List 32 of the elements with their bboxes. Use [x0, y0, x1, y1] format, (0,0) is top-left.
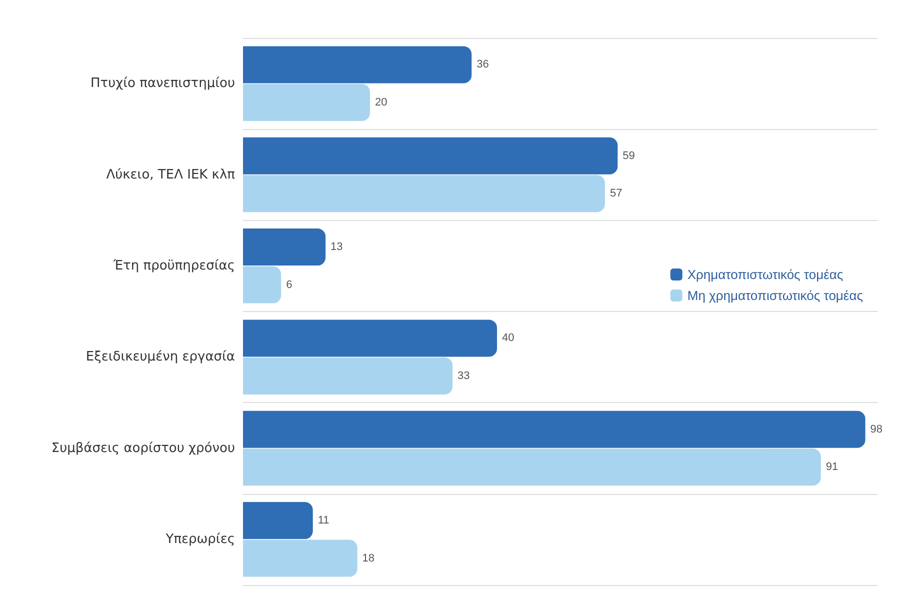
data-label: 6	[286, 278, 292, 291]
bar	[243, 175, 605, 212]
legend-label: Χρηματοπιστωτικός τομέας	[687, 267, 844, 282]
y-tick-label: Πτυχίο πανεπιστημίου	[90, 76, 235, 92]
bar	[243, 410, 866, 448]
data-label: 40	[502, 332, 514, 344]
data-label: 36	[476, 58, 489, 71]
bar	[243, 502, 313, 540]
y-tick-label: Έτη προϋπηρεσίας	[112, 258, 235, 274]
data-label: 57	[610, 188, 622, 200]
legend-label: Μη χρηματοπιστωτικός τομέας	[687, 288, 863, 303]
bar	[243, 320, 497, 357]
data-label: 91	[826, 461, 838, 474]
data-label: 98	[870, 423, 883, 436]
bar	[243, 137, 618, 174]
y-tick-label: Υπερωρίες	[164, 532, 235, 547]
data-label: 20	[375, 96, 388, 108]
data-label: 13	[330, 241, 343, 254]
bar	[243, 84, 370, 121]
data-label: 18	[362, 552, 375, 564]
y-tick-label: Συμβάσεις αορίστου χρόνου	[51, 440, 235, 456]
bar	[243, 540, 358, 577]
data-label: 59	[622, 150, 635, 162]
bar	[243, 46, 472, 84]
data-label: 33	[458, 370, 470, 382]
y-tick-label: Λύκειο, ΤΕΛ ΙΕΚ κλπ	[106, 167, 236, 182]
y-tick-label: Εξειδικευμένη εργασία	[86, 350, 235, 365]
bar	[243, 266, 282, 304]
bar	[243, 357, 453, 394]
bar	[243, 448, 821, 486]
bar	[243, 228, 326, 266]
data-label: 11	[318, 514, 330, 527]
